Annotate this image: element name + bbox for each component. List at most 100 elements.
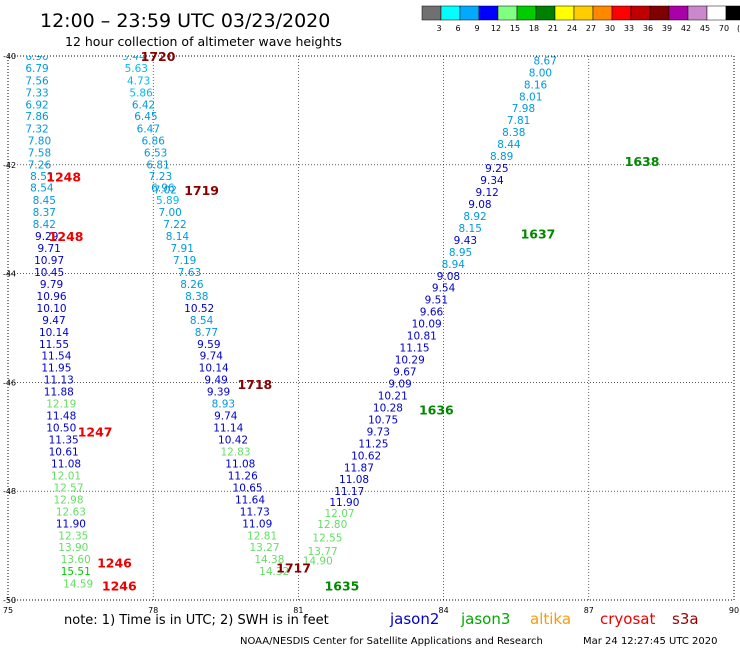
wave-height-value: 8.15 <box>459 223 482 235</box>
y-tick-label: -42 <box>3 161 16 170</box>
wave-height-value: 6.47 <box>137 123 160 135</box>
wave-height-value: 14.90 <box>303 555 333 567</box>
legend-swatch <box>478 5 499 21</box>
wave-height-value: 10.42 <box>218 435 248 447</box>
legend-label: (ft) <box>737 24 740 33</box>
wave-height-value: 8.89 <box>490 151 513 163</box>
wave-height-value: 8.54 <box>30 183 54 195</box>
mission-label: jason3 <box>460 610 510 628</box>
wave-height-value: 11.90 <box>329 497 359 509</box>
wave-height-value: 9.51 <box>425 295 448 307</box>
wave-height-value: 9.09 <box>388 378 411 390</box>
wave-height-value: 6.86 <box>142 135 166 147</box>
plot-grid <box>8 56 734 600</box>
wave-height-value: 10.50 <box>46 423 76 435</box>
wave-height-value: 8.92 <box>463 211 486 223</box>
x-tick-label: 84 <box>439 606 449 615</box>
wave-height-value: 11.08 <box>51 458 81 470</box>
wave-height-value: 13.27 <box>249 542 279 554</box>
legend-swatch <box>535 5 556 21</box>
axis-tick-labels: 75 78 81 84 87 90 -40 -42 -44 -46 -48 -50 <box>3 52 739 615</box>
wave-height-value: 6.53 <box>144 147 167 159</box>
wave-height-value: 10.62 <box>351 450 381 462</box>
wave-height-value: 8.14 <box>166 231 190 243</box>
wave-height-value: 9.54 <box>432 283 456 295</box>
wave-height-value: 10.29 <box>395 355 425 367</box>
wave-height-value: 11.48 <box>46 411 76 423</box>
pass-time-label: 1246 <box>102 578 137 593</box>
wave-height-value: 8.94 <box>442 259 466 271</box>
wave-height-value: 9.39 <box>207 387 230 399</box>
note-text: note: 1) Time is in UTC; 2) SWH is in fe… <box>64 613 329 628</box>
wave-height-value: 8.45 <box>33 195 56 207</box>
legend-label: 6 <box>455 24 460 33</box>
x-tick-label: 78 <box>148 606 158 615</box>
wave-height-value: 10.81 <box>407 331 437 343</box>
pass-time-label: 1718 <box>237 377 272 392</box>
wave-height-value: 9.74 <box>200 351 224 363</box>
mission-label: cryosat <box>600 610 655 628</box>
wave-height-value: 10.14 <box>199 363 229 375</box>
legend-swatch <box>687 5 708 21</box>
wave-height-value: 4.73 <box>127 75 150 87</box>
pass-time-label: 1719 <box>184 183 219 198</box>
y-tick-label: -48 <box>3 487 16 496</box>
wave-height-value: 8.42 <box>33 219 56 231</box>
legend-swatch <box>592 5 613 21</box>
wave-height-value: 12.35 <box>58 530 88 542</box>
legend-label: 42 <box>681 24 691 33</box>
wave-height-value: 10.28 <box>373 402 403 414</box>
pass-time-label: 1720 <box>141 49 176 64</box>
wave-height-value: 11.88 <box>44 387 74 399</box>
mission-legend: jason2 jason3 altika cryosat s3a <box>389 610 699 628</box>
wave-height-value: 9.79 <box>40 279 63 291</box>
wave-height-value: 11.25 <box>358 438 388 450</box>
y-tick-label: -44 <box>3 270 16 279</box>
pass-time-label: 1638 <box>625 154 660 169</box>
legend-swatch <box>554 5 575 21</box>
wave-height-value: 13.60 <box>61 554 91 566</box>
wave-height-value: 8.26 <box>180 279 204 291</box>
wave-height-value: 8.95 <box>449 247 472 259</box>
wave-height-value: 6.79 <box>25 63 48 75</box>
wave-height-value: 7.23 <box>149 171 172 183</box>
pass-time-label: 1248 <box>49 229 84 244</box>
wave-height-value: 9.34 <box>480 175 504 187</box>
legend-swatch <box>611 5 632 21</box>
wave-height-value: 10.61 <box>49 446 79 458</box>
wave-height-value: 11.26 <box>228 470 258 482</box>
wave-height-value: 12.81 <box>247 530 277 542</box>
wave-height-value: 11.13 <box>44 375 74 387</box>
wave-height-value: 11.09 <box>242 518 272 530</box>
x-tick-label: 75 <box>3 606 13 615</box>
wave-height-value: 12.07 <box>325 508 355 520</box>
wave-height-value: 8.37 <box>33 207 56 219</box>
chart-title: 12:00 – 23:59 UTC 03/23/2020 <box>40 10 330 32</box>
wave-height-value: 7.19 <box>173 255 196 267</box>
wave-height-value: 9.74 <box>214 411 238 423</box>
wave-height-value: 11.54 <box>41 351 71 363</box>
wave-height-value: 9.25 <box>485 163 508 175</box>
wave-height-value: 10.52 <box>184 303 214 315</box>
wave-height-value: 9.66 <box>420 307 444 319</box>
legend-swatch <box>649 5 670 21</box>
wave-height-value: 13.90 <box>58 542 88 554</box>
wave-height-value: 14.32 <box>259 566 289 578</box>
wave-height-value: 10.75 <box>368 414 398 426</box>
wave-height-value: 8.44 <box>497 139 521 151</box>
wave-height-value: 5.86 <box>129 87 153 99</box>
legend-swatch <box>459 5 480 21</box>
wave-height-value: 12.98 <box>53 494 83 506</box>
pass-time-labels: 1720 1248 1719 1248 1718 1247 1717 1246 1246 1635… <box>46 49 659 593</box>
wave-height-value: 8.93 <box>212 399 235 411</box>
wave-height-value: 12.01 <box>51 470 81 482</box>
legend-label: 30 <box>605 24 615 33</box>
wave-height-value: 8.16 <box>524 79 548 91</box>
wave-height-value: 7.86 <box>25 111 49 123</box>
legend-swatch <box>706 5 727 21</box>
wave-height-value: 9.73 <box>367 426 390 438</box>
pass-time-label: 1717 <box>276 560 311 575</box>
footer-credit: NOAA/NESDIS Center for Satellite Applica… <box>240 636 543 647</box>
